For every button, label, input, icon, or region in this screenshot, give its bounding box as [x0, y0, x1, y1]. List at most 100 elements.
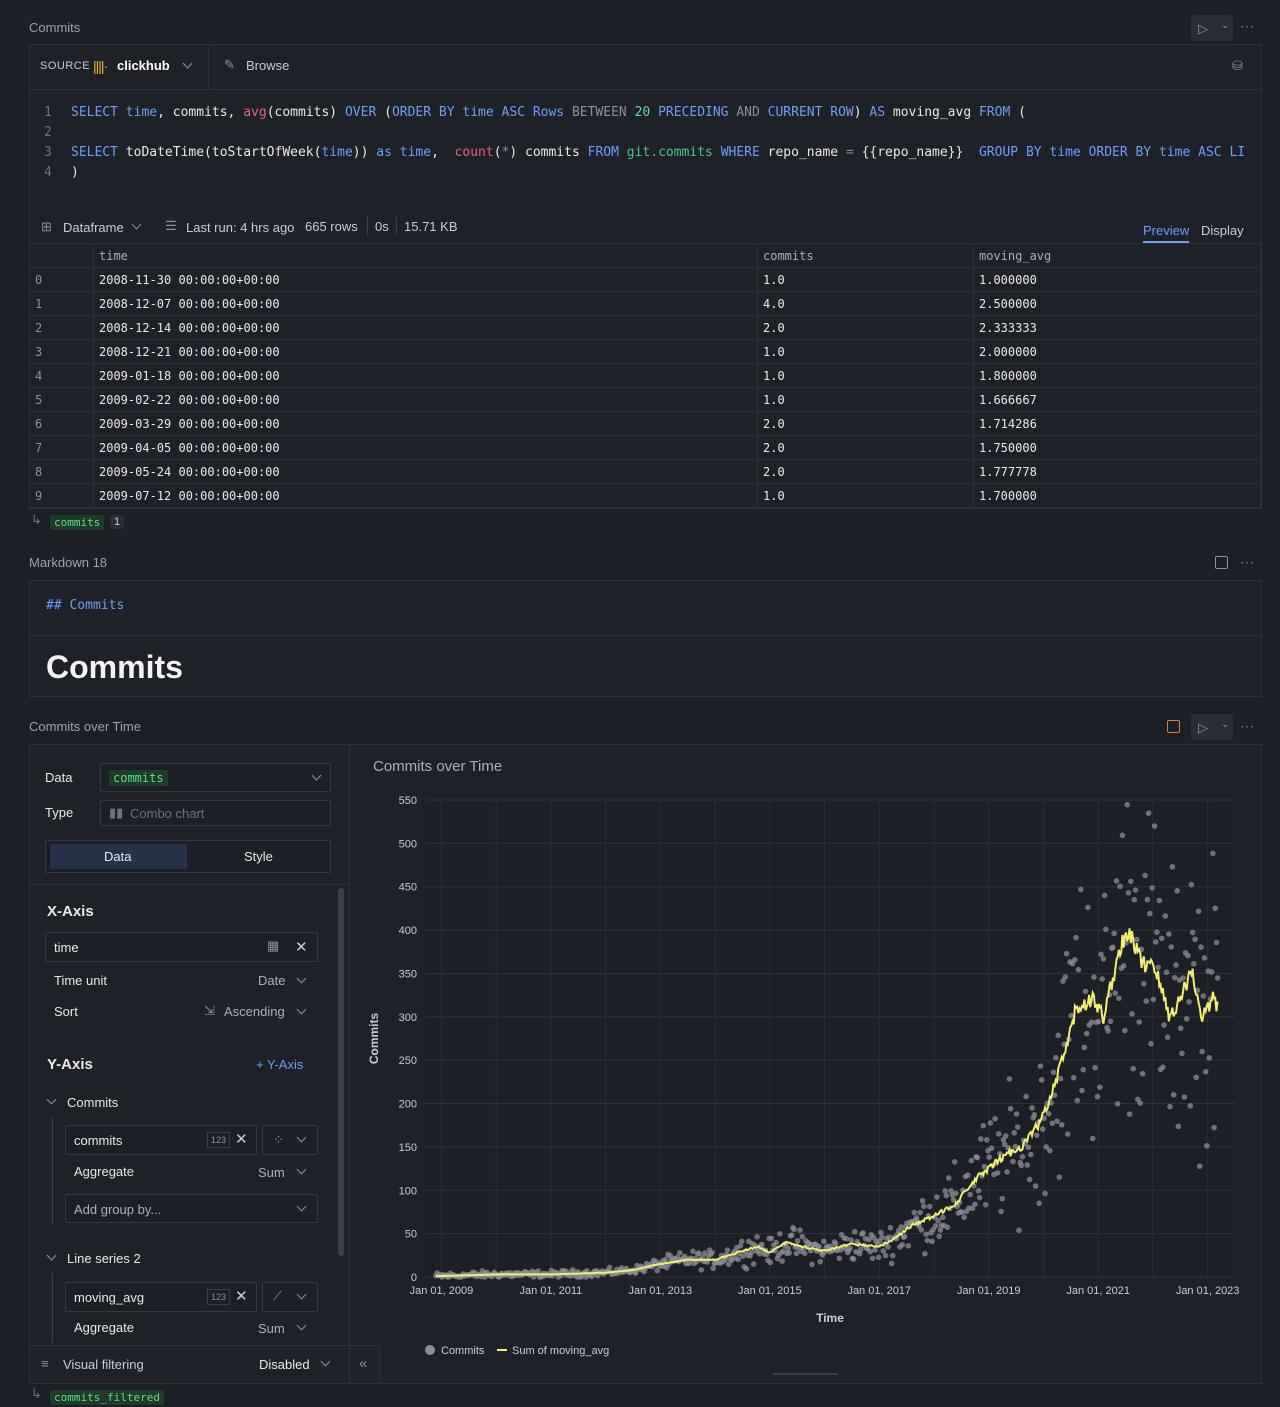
scatter-point: [968, 1157, 975, 1164]
output-variable[interactable]: commits: [50, 515, 105, 530]
scatter-point: [785, 1245, 791, 1251]
scatter-point: [869, 1255, 876, 1262]
scatter-point: [953, 1190, 959, 1197]
aggregate-label: Aggregate: [74, 1320, 134, 1335]
collapse-panel-button[interactable]: «: [350, 1345, 380, 1383]
layout-icon[interactable]: [1215, 556, 1228, 569]
scatter-point: [696, 1250, 702, 1256]
run-button[interactable]: ▷ ⌄: [1191, 714, 1233, 740]
y-field-commits[interactable]: commits 123 ✕: [65, 1125, 257, 1155]
scatter-point: [999, 1195, 1006, 1202]
table-cell: 2.000000: [979, 344, 1037, 359]
table-cell: 2009-01-18 00:00:00+00:00: [94, 364, 758, 387]
legend-moving-label: Sum of moving_avg: [512, 1345, 609, 1357]
visual-filtering-select[interactable]: Disabled: [259, 1357, 310, 1372]
column-header[interactable]: moving_avg: [979, 248, 1052, 263]
data-select[interactable]: commits: [100, 763, 331, 792]
more-icon[interactable]: ⋯: [1240, 18, 1254, 34]
output-variable[interactable]: commits_filtered: [50, 1390, 164, 1405]
scatter-point: [872, 1247, 878, 1253]
database-icon[interactable]: ⛁: [1232, 58, 1243, 73]
series-type-select[interactable]: ⟋: [262, 1282, 318, 1312]
layout-icon[interactable]: [1167, 720, 1180, 733]
chevron-down-icon[interactable]: [131, 219, 142, 230]
scatter-point: [1137, 1100, 1144, 1106]
tab-style[interactable]: Style: [244, 849, 273, 864]
scatter-point: [1100, 956, 1107, 962]
y-tick-label: 550: [399, 795, 417, 807]
time-unit-select[interactable]: Date: [258, 973, 286, 988]
table-cell: 2009-05-24 00:00:00+00:00: [94, 460, 758, 483]
table-icon: ☰: [165, 218, 177, 233]
close-icon[interactable]: ✕: [295, 939, 308, 956]
scatter-point: [737, 1243, 744, 1249]
tab-data[interactable]: Data: [50, 844, 187, 869]
markdown-source[interactable]: ## Commits: [46, 598, 125, 613]
scatter-point: [1114, 1100, 1121, 1107]
sql-editor[interactable]: 1 2 3 4 SELECT time, commits, avg(commit…: [0, 103, 1260, 183]
scatter-point: [1174, 887, 1180, 894]
scatter-point: [1082, 988, 1089, 995]
close-icon[interactable]: ✕: [235, 1288, 248, 1305]
type-select[interactable]: ▮▮ Combo chart: [100, 800, 331, 826]
scatter-point: [832, 1240, 839, 1247]
scatter-point: [1112, 990, 1119, 996]
column-header[interactable]: commits: [758, 244, 974, 267]
table-cell: 1.700000: [979, 489, 1037, 503]
chevron-down-icon: ⌄: [1221, 719, 1230, 730]
more-icon[interactable]: ⋯: [1240, 554, 1254, 570]
y-tick-label: 0: [411, 1272, 417, 1284]
table-cell: 1.666667: [979, 392, 1037, 407]
sort-select[interactable]: Ascending: [224, 1004, 285, 1019]
scatter-point: [980, 1122, 987, 1129]
scatter-point: [1094, 1093, 1101, 1100]
table-cell: 1: [30, 292, 94, 315]
y-field-moving-avg[interactable]: moving_avg 123 ✕: [65, 1282, 257, 1312]
scatter-point: [1058, 1121, 1065, 1128]
markdown-heading: Commits: [46, 649, 183, 685]
aggregate-select[interactable]: Sum: [258, 1321, 285, 1336]
series-type-select[interactable]: ⁘: [262, 1125, 318, 1155]
scatter-point: [1202, 1069, 1209, 1075]
chevron-down-icon[interactable]: [320, 1356, 331, 1367]
chevron-down-icon: [311, 770, 322, 781]
scatter-point: [847, 1245, 853, 1251]
more-icon[interactable]: ⋯: [1240, 718, 1254, 734]
scatter-point: [976, 1194, 983, 1201]
result-toolbar: ⊞ Dataframe ☰ Last run: 4 hrs ago 665 ro…: [29, 212, 1262, 243]
tab-preview[interactable]: Preview: [1143, 223, 1190, 238]
series-2-heading[interactable]: Line series 2: [67, 1251, 141, 1266]
scatter-point: [848, 1237, 854, 1243]
x-tick-label: Jan 01, 2019: [957, 1285, 1021, 1297]
close-icon[interactable]: ✕: [235, 1131, 248, 1148]
browse-button[interactable]: Browse: [246, 58, 290, 73]
scatter-point: [1198, 944, 1204, 950]
x-field[interactable]: time ▦ ✕: [45, 932, 318, 962]
scatter-point: [1064, 1131, 1071, 1137]
run-button[interactable]: ▷ ⌄: [1191, 15, 1233, 41]
dataframe-select[interactable]: Dataframe: [63, 220, 124, 235]
y-tick-label: 50: [405, 1229, 417, 1241]
column-header[interactable]: time: [94, 244, 758, 267]
scatter-point: [936, 1233, 943, 1240]
scatter-point: [1177, 1025, 1184, 1032]
series-1-heading[interactable]: Commits: [67, 1095, 119, 1110]
moving-avg-line: [435, 928, 1219, 1278]
x-tick-label: Jan 01, 2011: [519, 1285, 582, 1297]
chevron-down-icon[interactable]: [182, 58, 193, 69]
scrollbar[interactable]: [338, 888, 344, 1256]
add-y-axis-button[interactable]: + Y-Axis: [256, 1057, 304, 1072]
divider: [52, 1117, 53, 1225]
chart-svg[interactable]: 0 50 100 150 200 250 300 350 400 450 500 550 Jan 01,…: [350, 780, 1260, 1380]
source-select[interactable]: clickhub: [117, 58, 170, 73]
scatter-point: [1183, 1016, 1190, 1022]
aggregate-select[interactable]: Sum: [258, 1165, 285, 1180]
scatter-point: [1131, 896, 1138, 903]
y-tick-label: 500: [399, 838, 417, 850]
add-group-by[interactable]: Add group by...: [65, 1194, 318, 1223]
tab-display[interactable]: Display: [1201, 223, 1244, 238]
legend-commits-marker: [425, 1345, 435, 1355]
scatter-point: [935, 1217, 941, 1224]
table-cell: 2009-04-05 00:00:00+00:00: [94, 436, 758, 459]
sql-line-3: SELECT toDateTime(toStartOfWeek(time)) a…: [71, 145, 1246, 160]
